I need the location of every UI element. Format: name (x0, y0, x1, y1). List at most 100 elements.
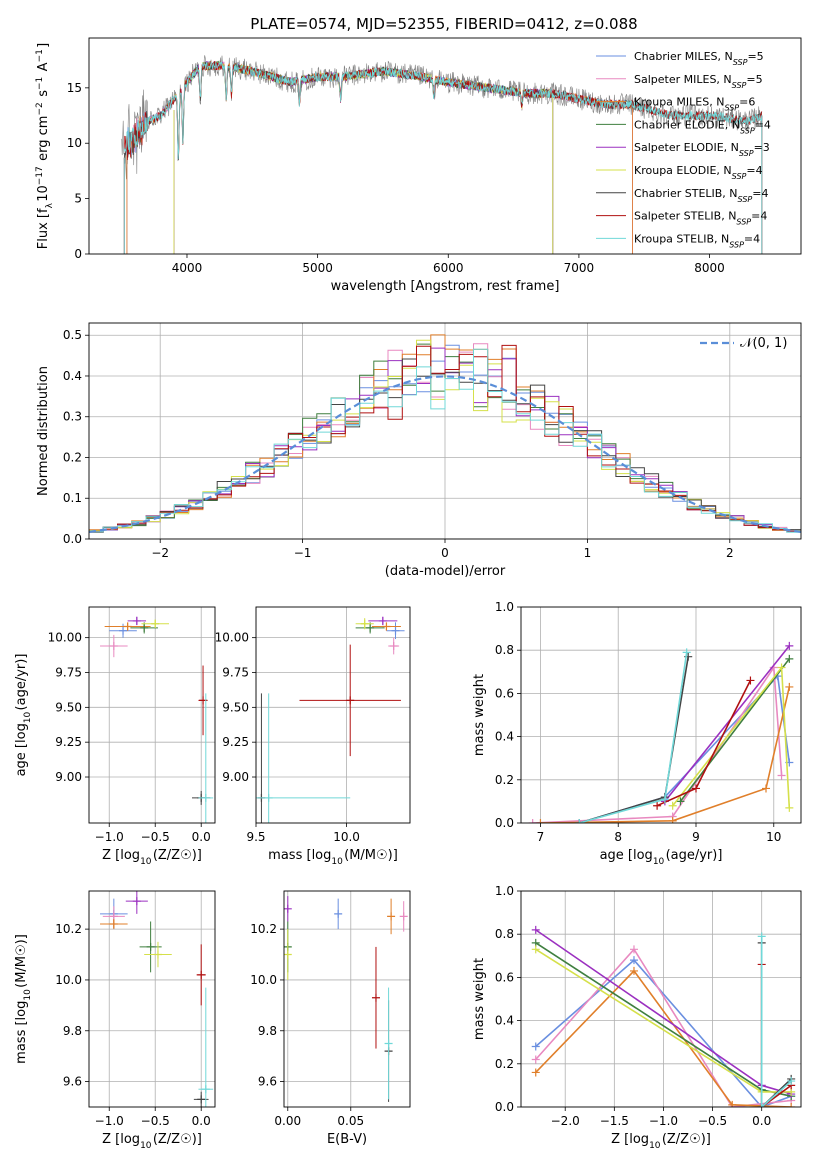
data-point (787, 1077, 796, 1086)
data-point (668, 801, 677, 810)
data-point (575, 819, 584, 823)
data-point (785, 654, 794, 663)
panel-mass-vs-Z: −1.0 −0.5 0.0 9.6 9.8 10.0 10.2 Z [log10 (Z/Z☉)… (14, 890, 216, 1151)
data-point (389, 642, 398, 651)
y-tick-label: 9.8 (258, 1024, 277, 1038)
x-tick-label: −0.5 (698, 1114, 727, 1128)
y-tick-label: 0.6 (495, 686, 514, 700)
x-tick-label: 8000 (694, 261, 725, 275)
y-tick-label: 0.2 (495, 773, 514, 787)
data-point (629, 956, 638, 965)
y-tick-label: 9.75 (222, 665, 249, 679)
legend-entry: Chabrier ELODIE, NSSP=4 (634, 118, 771, 135)
x-tick-label: 10 (766, 830, 781, 844)
series-line (579, 656, 689, 823)
plot-area (521, 607, 801, 823)
plot-area (89, 607, 215, 823)
y-tick-label: 9.25 (222, 735, 249, 749)
data-point (264, 793, 273, 802)
panel-residuals: −2 −1 0 1 2 0.0 0.1 0.2 0.3 0.4 0.5 𝒩(0, 1) (data-mo… (36, 322, 802, 579)
data-point (201, 1085, 210, 1094)
data-point (762, 784, 770, 793)
x-axis-label: E(B-V) (327, 1132, 367, 1147)
y-tick-label: 0.5 (63, 328, 82, 342)
data-point (387, 912, 396, 921)
x-axis-label: Z [log10 (Z/Z☉)] (102, 1132, 202, 1151)
x-tick-label: 1 (584, 546, 592, 560)
histogram-kroupa-stelib (89, 348, 801, 533)
x-tick-label: −2 (151, 546, 169, 560)
data-point (785, 641, 794, 650)
y-tick-label: 0.4 (495, 1014, 514, 1028)
x-tick-label: −1.0 (95, 830, 124, 844)
series-line (656, 680, 752, 807)
x-tick-label: 4000 (172, 261, 203, 275)
y-tick-label: 9.75 (55, 665, 82, 679)
y-tick-label: 0.2 (63, 450, 82, 464)
figure-title: PLATE=0574, MJD=52355, FIBERID=0412, z=0… (250, 15, 637, 33)
data-point (682, 648, 691, 657)
data-point (676, 797, 685, 806)
data-point (123, 622, 132, 631)
x-tick-label: −0.5 (141, 1114, 170, 1128)
data-point (757, 1103, 766, 1107)
model-spectrum-kroupa-stelib (123, 61, 763, 160)
y-tick-label: 10.2 (250, 922, 277, 936)
data-point (531, 1055, 540, 1064)
y-tick-label: 0.8 (495, 643, 514, 657)
panel-massweight-vs-age: 7 8 9 10 0.0 0.2 0.4 0.6 0.8 1.0 age [log10 (age/y… (472, 600, 802, 867)
x-tick-label: 0.05 (337, 1114, 364, 1128)
y-tick-label: 9.25 (55, 735, 82, 749)
y-tick-label: 0.4 (495, 730, 514, 744)
data-point (668, 816, 677, 823)
data-point (284, 904, 292, 913)
series-line (664, 645, 790, 802)
x-tick-label: 2 (726, 546, 734, 560)
axes-frame (88, 37, 802, 255)
x-tick-label: −2.0 (551, 1114, 580, 1128)
legend-entry: Kroupa STELIB, NSSP=4 (634, 232, 760, 249)
panel-age-vs-mass: 9.5 10.0 9.00 9.25 9.50 9.75 10.00 mass [log10 … (215, 606, 411, 867)
y-tick-label: 0.4 (63, 369, 82, 383)
plot-area (89, 891, 215, 1107)
data-point (536, 819, 545, 823)
y-tick-label: 15 (67, 81, 82, 95)
y-tick-label: 9.6 (63, 1075, 82, 1089)
y-axis-label: mass weight (472, 958, 487, 1040)
data-point (119, 626, 128, 635)
panel-spectrum: 4000 5000 6000 7000 8000 0 5 10 15 Chabrier MILES… (35, 37, 802, 294)
axes-frame (255, 606, 411, 824)
x-tick-label: 0.0 (192, 1114, 211, 1128)
legend-entry: Kroupa ELODIE, NSSP=4 (634, 164, 763, 181)
data-point (334, 909, 343, 918)
y-tick-label: 1.0 (495, 884, 514, 898)
data-point (531, 925, 540, 934)
y-tick-label: 10 (67, 136, 82, 150)
data-point (132, 897, 141, 906)
data-point (360, 619, 369, 628)
x-tick-label: 7000 (564, 261, 595, 275)
data-point (660, 795, 669, 804)
data-point (746, 676, 755, 685)
data-point (197, 970, 206, 979)
legend-entry: Chabrier STELIB, NSSP=4 (634, 187, 768, 204)
data-point (109, 920, 118, 929)
y-tick-label: 0.0 (63, 532, 82, 546)
x-axis-label: age [log10 (age/yr)] (600, 848, 723, 867)
y-tick-label: 1.0 (495, 600, 514, 614)
y-tick-label: 0.3 (63, 410, 82, 424)
series-line (579, 652, 688, 823)
data-point (528, 819, 537, 823)
plot-area (284, 891, 410, 1107)
data-point (629, 945, 638, 954)
legend-entry: Salpeter ELODIE, NSSP=3 (634, 141, 770, 158)
normal-curve (89, 375, 801, 533)
data-point (728, 1100, 737, 1107)
x-tick-label: −1.5 (600, 1114, 629, 1128)
data-point (201, 793, 210, 802)
x-tick-label: −1.0 (649, 1114, 678, 1128)
axes-frame (88, 890, 216, 1108)
legend-entry: Salpeter STELIB, NSSP=4 (634, 210, 767, 227)
data-point (777, 771, 786, 780)
